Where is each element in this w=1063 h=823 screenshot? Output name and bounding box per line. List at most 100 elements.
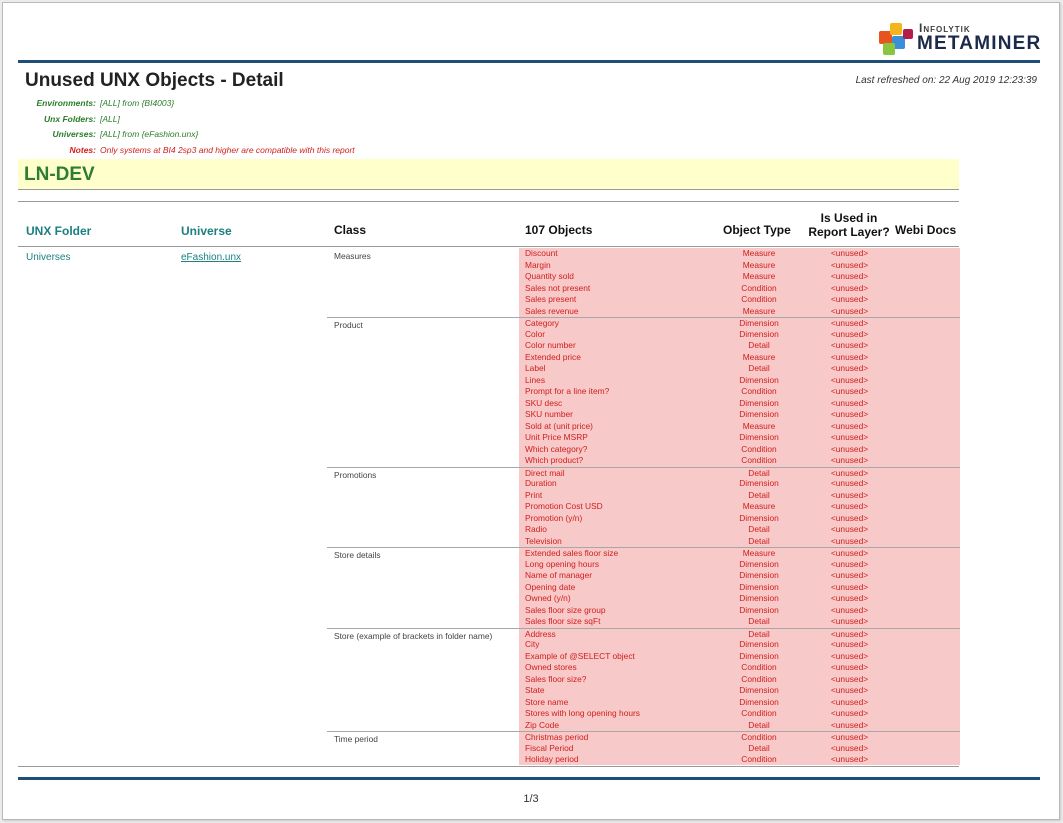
object-row: Lines Dimension <unused> [519, 375, 960, 387]
object-type: Detail [748, 742, 770, 753]
object-type: Condition [741, 386, 777, 396]
environment-band: LN-DEV [18, 159, 959, 190]
object-usage: <unused> [830, 754, 869, 764]
object-row: Owned stores Condition <unused> [519, 662, 960, 674]
object-type: Dimension [739, 409, 779, 419]
footer-rule [18, 777, 1040, 780]
object-row: Sales floor size group Dimension <unused> [519, 605, 960, 617]
object-type: Condition [741, 708, 777, 718]
object-row: Color Dimension <unused> [519, 329, 960, 341]
object-name: Sales floor size sqFt [525, 616, 601, 626]
object-type: Condition [741, 754, 777, 764]
object-usage: <unused> [830, 501, 869, 511]
header-bottom-line [18, 246, 959, 247]
object-name: Sales floor size group [525, 604, 606, 615]
object-name: Duration [525, 478, 557, 488]
object-type: Measure [742, 420, 776, 431]
object-name: Zip Code [525, 719, 559, 730]
object-type: Condition [741, 443, 777, 454]
object-usage: <unused> [830, 512, 869, 523]
object-type: Measure [742, 248, 776, 258]
object-name: Label [525, 363, 546, 373]
object-usage: <unused> [830, 374, 869, 385]
object-type: Dimension [739, 478, 779, 488]
object-name: Which product? [525, 455, 584, 465]
object-type: Dimension [739, 685, 779, 695]
class-name: Product [334, 320, 363, 330]
object-usage: <unused> [830, 282, 869, 293]
object-row: Television Detail <unused> [519, 536, 960, 548]
object-usage: <unused> [830, 248, 869, 258]
object-name: Sales floor size? [525, 673, 587, 684]
object-row: Opening date Dimension <unused> [519, 582, 960, 594]
universe-link[interactable]: eFashion.unx [181, 252, 242, 263]
object-name: Margin [525, 259, 551, 270]
object-row: Extended price Measure <unused> [519, 352, 960, 364]
object-row: Sold at (unit price) Measure <unused> [519, 421, 960, 433]
object-usage: <unused> [830, 478, 869, 488]
object-row: Label Detail <unused> [519, 363, 960, 375]
environment-name: LN-DEV [24, 164, 95, 185]
object-name: Sales present [525, 294, 577, 304]
object-usage: <unused> [830, 271, 869, 281]
class-separator [327, 731, 520, 732]
object-row: Sales floor size sqFt Detail <unused> [519, 616, 960, 628]
object-row: Stores with long opening hours Condition <… [519, 708, 960, 720]
object-type: Measure [742, 501, 776, 511]
infolytik-metaminer-logo: Infolytik METAMINER [879, 17, 1044, 59]
object-type: Measure [742, 305, 776, 316]
object-usage: <unused> [830, 259, 869, 270]
object-name: Promotion (y/n) [525, 512, 583, 523]
object-row: Zip Code Detail <unused> [519, 720, 960, 732]
object-type: Dimension [739, 558, 779, 569]
object-row: Sales revenue Measure <unused> [519, 306, 960, 318]
object-usage: <unused> [830, 397, 869, 408]
object-usage: <unused> [830, 604, 869, 615]
object-name: Sold at (unit price) [525, 420, 593, 431]
object-type: Dimension [739, 397, 779, 408]
object-type: Detail [748, 363, 770, 373]
object-row: SKU number Dimension <unused> [519, 409, 960, 421]
object-name: State [525, 685, 545, 695]
object-name: Category [525, 318, 559, 328]
object-usage: <unused> [830, 696, 869, 707]
object-usage: <unused> [830, 305, 869, 316]
object-usage: <unused> [830, 548, 869, 558]
object-usage: <unused> [830, 593, 869, 603]
table-bottom-line [18, 766, 959, 767]
object-row: City Dimension <unused> [519, 639, 960, 651]
object-type: Measure [742, 548, 776, 558]
object-row: Sales not present Condition <unused> [519, 283, 960, 295]
object-name: Opening date [525, 581, 576, 592]
filter-value: Only systems at BI4 2sp3 and higher are … [100, 144, 355, 155]
header-webi-docs: Webi Docs [895, 223, 957, 237]
object-usage: <unused> [830, 294, 869, 304]
object-name: Extended sales floor size [525, 548, 619, 558]
object-type: Dimension [739, 639, 779, 649]
object-row: Example of @SELECT object Dimension <unuse… [519, 651, 960, 663]
object-usage: <unused> [830, 685, 869, 695]
class-name: Store (example of brackets in folder nam… [334, 630, 493, 641]
header-object-count: 107 Objects [525, 223, 593, 237]
cubes-logo-icon [879, 19, 915, 57]
object-usage: <unused> [830, 524, 869, 534]
object-name: SKU desc [525, 397, 563, 408]
class-name: Time period [334, 734, 378, 744]
filter-label: Notes: [69, 144, 96, 155]
object-type: Dimension [739, 581, 779, 592]
object-type: Measure [742, 259, 776, 270]
object-row: Name of manager Dimension <unused> [519, 570, 960, 582]
object-name: Television [525, 535, 562, 546]
object-name: Fiscal Period [525, 742, 574, 753]
object-usage: <unused> [830, 386, 869, 396]
object-row: Which product? Condition <unused> [519, 455, 960, 467]
object-name: Stores with long opening hours [525, 708, 640, 718]
object-row: Which category? Condition <unused> [519, 444, 960, 456]
object-usage: <unused> [830, 489, 869, 500]
object-name: SKU number [525, 409, 573, 419]
object-name: Christmas period [525, 732, 589, 742]
object-type: Dimension [739, 696, 779, 707]
object-type: Detail [748, 467, 770, 478]
object-usage: <unused> [830, 628, 869, 639]
object-usage: <unused> [830, 581, 869, 592]
